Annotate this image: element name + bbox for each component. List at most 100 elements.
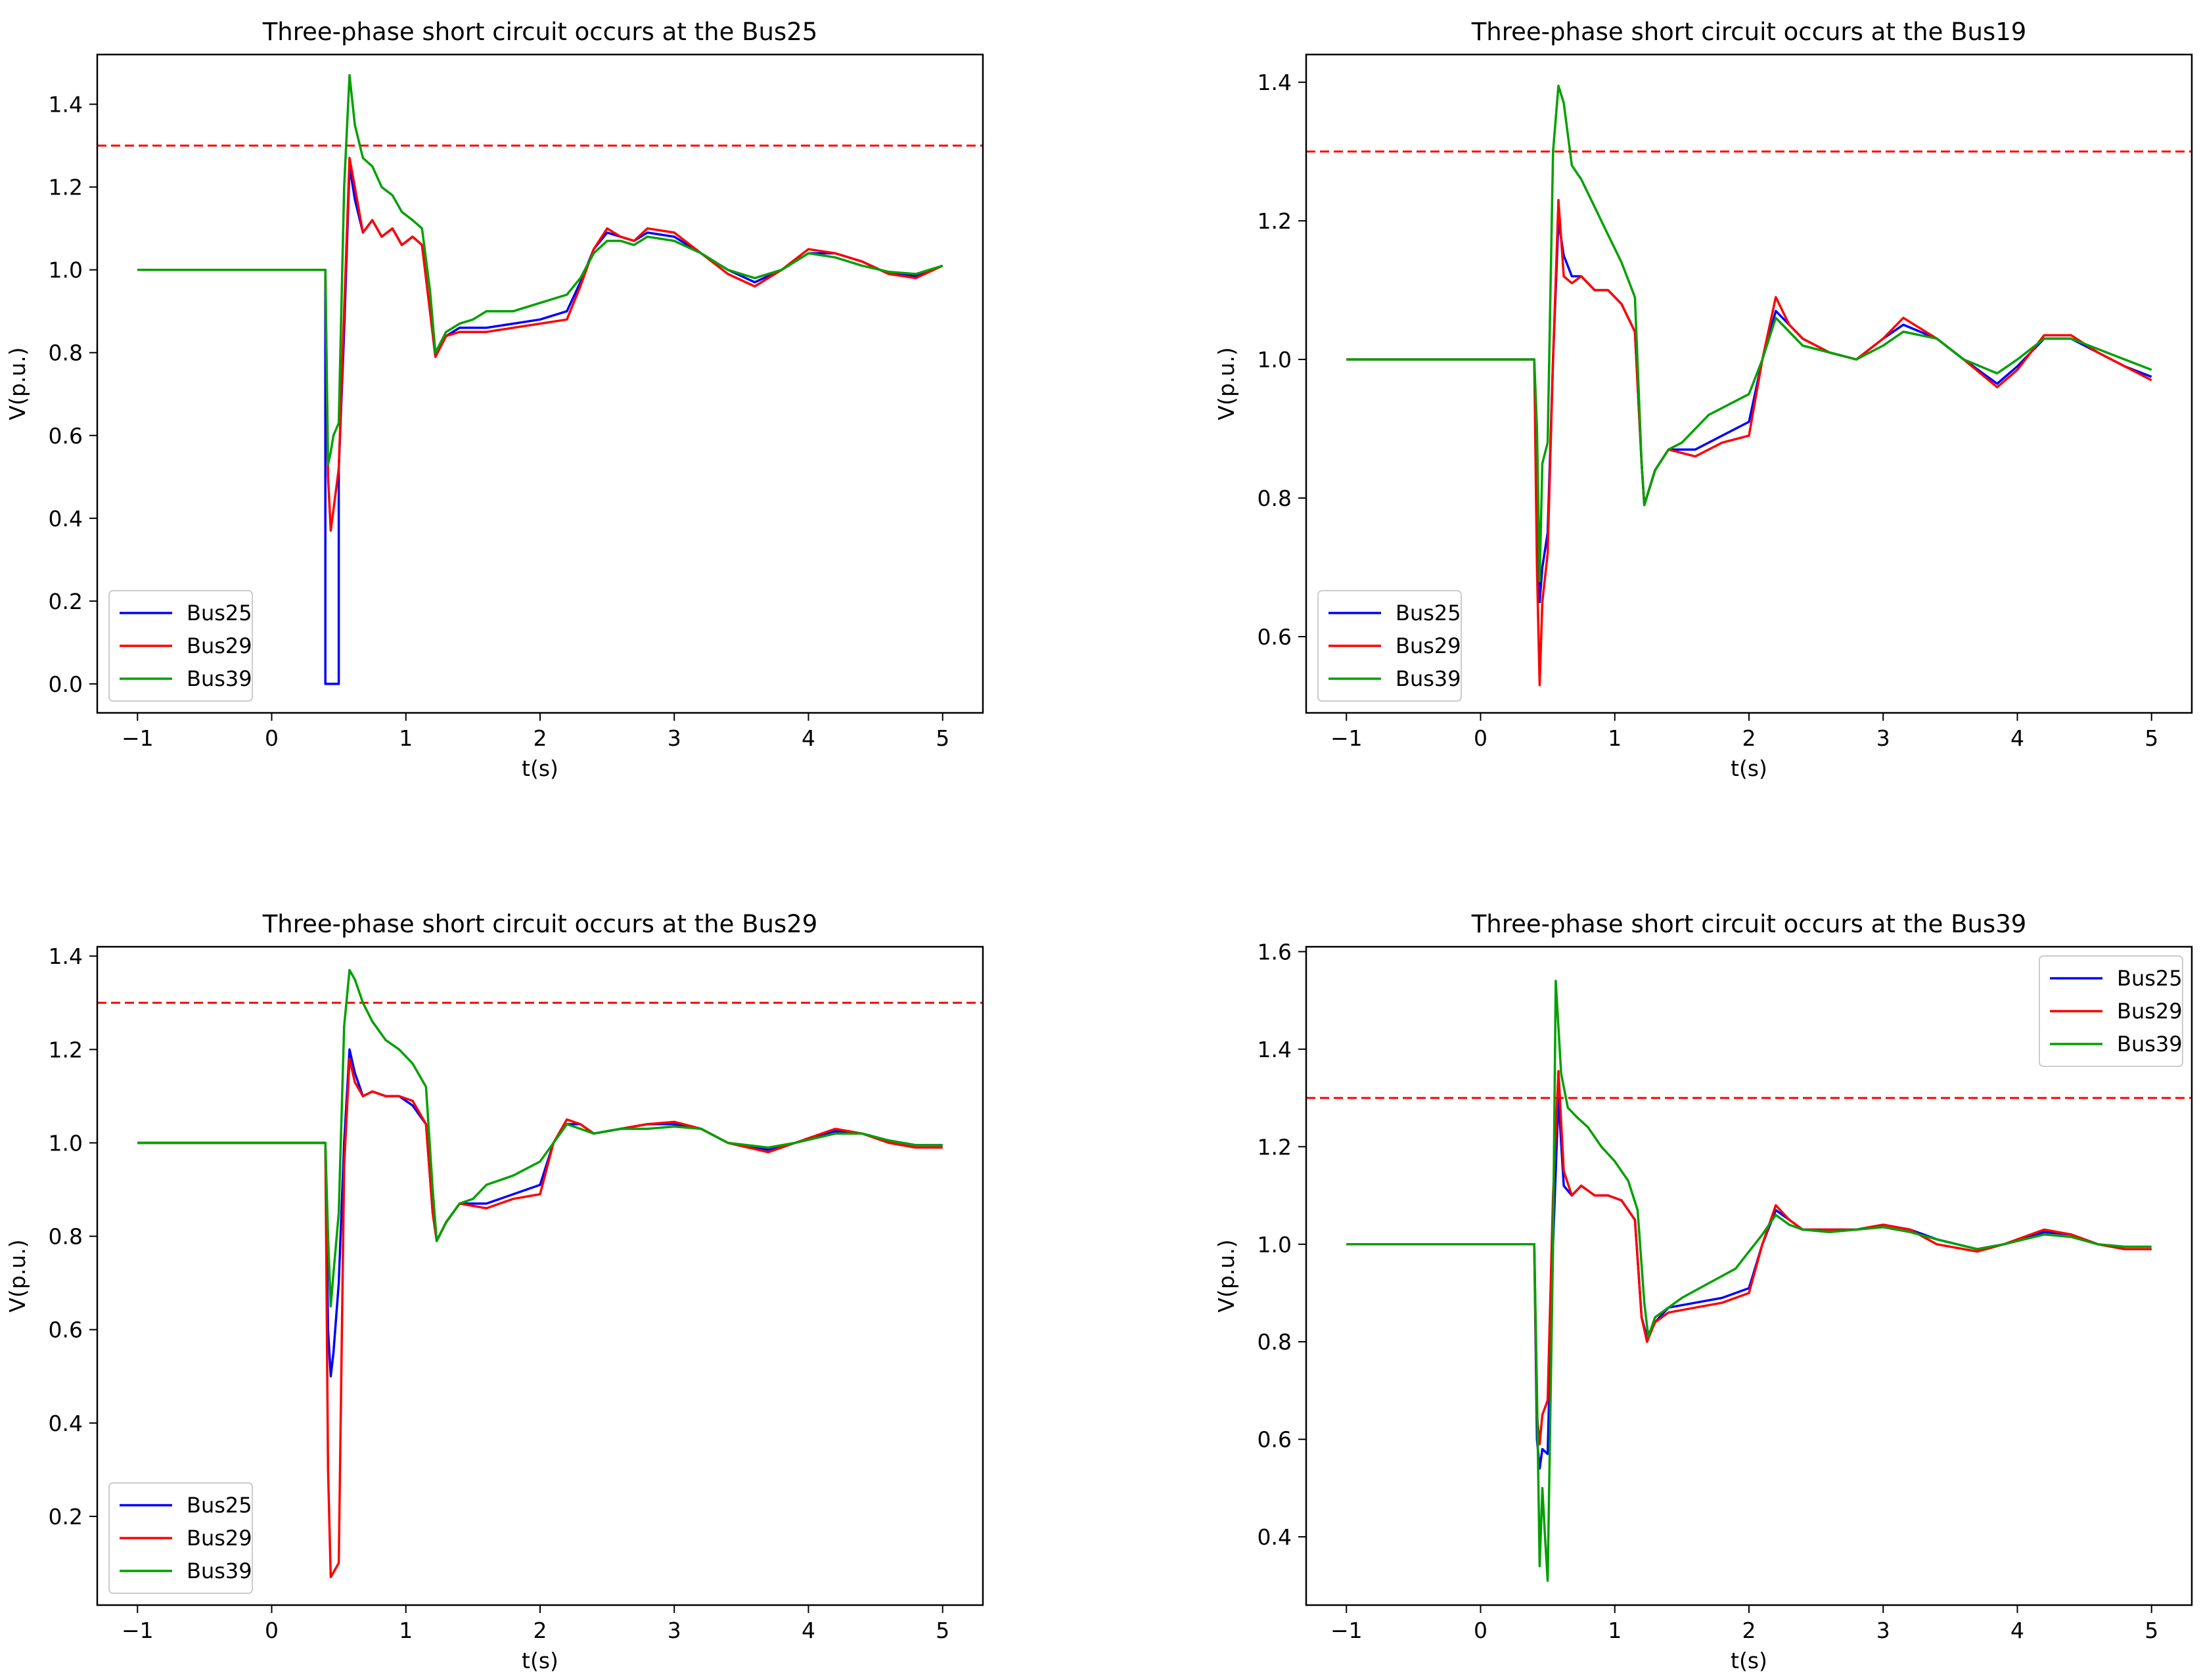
y-tick-label: 0.0 <box>49 671 83 697</box>
legend-label: Bus25 <box>1395 601 1461 625</box>
y-tick-label: 1.0 <box>1258 347 1292 373</box>
legend-label: Bus29 <box>1395 633 1461 658</box>
legend-label: Bus39 <box>1395 666 1461 691</box>
legend-label: Bus25 <box>187 1493 252 1518</box>
y-tick-label: 1.2 <box>49 1037 83 1062</box>
x-tick-label: 3 <box>668 725 681 751</box>
x-axis-label: t(s) <box>522 1648 558 1673</box>
x-tick-label: 3 <box>668 1618 681 1643</box>
y-tick-label: 1.6 <box>1258 939 1292 965</box>
legend-label: Bus39 <box>187 1558 252 1583</box>
x-tick-label: 4 <box>2010 725 2024 751</box>
x-tick-label: 4 <box>802 1618 815 1643</box>
x-tick-label: 1 <box>399 725 413 751</box>
series-line-bus25 <box>137 165 943 685</box>
series-line-bus29 <box>1346 198 2152 687</box>
series-line-bus29 <box>137 156 943 532</box>
legend: Bus25 Bus29 Bus39 <box>1317 590 1462 702</box>
x-tick-label: 1 <box>1608 1618 1622 1643</box>
series-line-bus39 <box>137 74 943 466</box>
y-tick-label: 1.0 <box>1258 1232 1292 1258</box>
x-tick-label: 4 <box>2010 1618 2024 1643</box>
legend-label: Bus29 <box>2117 999 2183 1024</box>
x-tick-label: 3 <box>1876 725 1890 751</box>
x-axis-label: t(s) <box>522 756 558 781</box>
x-tick-label: 0 <box>1474 725 1487 751</box>
x-tick-label: −1 <box>1330 725 1363 751</box>
x-tick-label: −1 <box>122 1618 154 1643</box>
y-tick-label: 1.0 <box>49 1130 83 1156</box>
legend-box <box>2039 955 2183 1067</box>
series-line-bus25 <box>1346 1097 2152 1470</box>
chart-title: Three-phase short circuit occurs at the … <box>1471 18 2027 46</box>
y-axis-label: V(p.u.) <box>5 347 30 420</box>
y-tick-label: 1.2 <box>1258 208 1292 234</box>
legend-label: Bus39 <box>2117 1032 2183 1056</box>
x-tick-label: 2 <box>1742 1618 1756 1643</box>
x-tick-label: 5 <box>2144 725 2158 751</box>
legend: Bus25 Bus29 Bus39 <box>108 590 253 702</box>
series-line-bus39 <box>137 968 943 1307</box>
y-tick-label: 1.4 <box>49 92 83 118</box>
y-tick-label: 0.8 <box>1258 1329 1292 1355</box>
x-tick-label: 0 <box>1474 1618 1487 1643</box>
series-line-bus29 <box>137 1057 943 1579</box>
y-tick-label: 1.2 <box>49 175 83 200</box>
y-tick-label: 0.6 <box>49 423 83 449</box>
x-tick-label: 0 <box>265 1618 279 1643</box>
x-tick-label: 1 <box>1608 725 1622 751</box>
y-tick-label: 1.2 <box>1258 1134 1292 1160</box>
chart-title: Three-phase short circuit occurs at the … <box>1471 910 2027 938</box>
series-line-bus25 <box>1346 219 2152 603</box>
y-tick-label: 0.6 <box>1258 1427 1292 1453</box>
x-axis-label: t(s) <box>1731 756 1767 781</box>
plot-frame <box>1305 945 2193 1606</box>
subplot-4: Three-phase short circuit occurs at the … <box>1214 910 2193 1673</box>
x-tick-label: 5 <box>936 1618 949 1643</box>
y-tick-label: 1.4 <box>49 943 83 969</box>
legend-label: Bus29 <box>187 1526 252 1551</box>
x-tick-label: −1 <box>1330 1618 1363 1643</box>
y-tick-label: 0.6 <box>49 1317 83 1343</box>
y-tick-label: 0.2 <box>49 589 83 614</box>
y-tick-label: 0.8 <box>49 1224 83 1250</box>
chart-title: Three-phase short circuit occurs at the … <box>262 18 818 46</box>
series-line-bus39 <box>1346 980 2152 1582</box>
y-axis-label: V(p.u.) <box>1214 347 1239 420</box>
y-tick-label: 0.4 <box>1258 1524 1292 1550</box>
x-tick-label: −1 <box>122 725 154 751</box>
plot-frame <box>1305 53 2193 714</box>
x-tick-label: 5 <box>2144 1618 2158 1643</box>
legend: Bus25 Bus29 Bus39 <box>108 1482 253 1594</box>
subplot-3: Three-phase short circuit occurs at the … <box>5 910 984 1673</box>
x-tick-label: 3 <box>1876 1618 1890 1643</box>
y-tick-label: 0.4 <box>49 1411 83 1436</box>
x-tick-label: 0 <box>265 725 279 751</box>
y-tick-label: 0.6 <box>1258 624 1292 650</box>
y-tick-label: 1.4 <box>1258 70 1292 95</box>
legend-label: Bus39 <box>187 666 252 691</box>
plot-frame <box>96 945 984 1606</box>
y-tick-label: 1.0 <box>49 258 83 283</box>
legend-label: Bus25 <box>187 601 252 625</box>
x-tick-label: 2 <box>1742 725 1756 751</box>
series-line-bus39 <box>1346 84 2152 583</box>
series-line-bus25 <box>137 1048 943 1378</box>
subplot-2: Three-phase short circuit occurs at the … <box>1214 18 2193 781</box>
y-tick-label: 0.4 <box>49 506 83 532</box>
y-tick-label: 0.8 <box>49 340 83 366</box>
plot-frame <box>96 53 984 714</box>
x-tick-label: 2 <box>533 1618 547 1643</box>
y-tick-label: 0.8 <box>1258 486 1292 511</box>
y-axis-label: V(p.u.) <box>1214 1239 1239 1312</box>
legend-box <box>108 1482 253 1594</box>
x-axis-label: t(s) <box>1731 1648 1767 1673</box>
y-tick-label: 0.2 <box>49 1504 83 1530</box>
x-tick-label: 5 <box>936 725 949 751</box>
subplot-1: Three-phase short circuit occurs at the … <box>5 18 984 781</box>
chart-title: Three-phase short circuit occurs at the … <box>262 910 818 938</box>
x-tick-label: 4 <box>802 725 815 751</box>
legend: Bus25 Bus29 Bus39 <box>2039 955 2183 1067</box>
x-tick-label: 2 <box>533 725 547 751</box>
y-axis-label: V(p.u.) <box>5 1239 30 1312</box>
